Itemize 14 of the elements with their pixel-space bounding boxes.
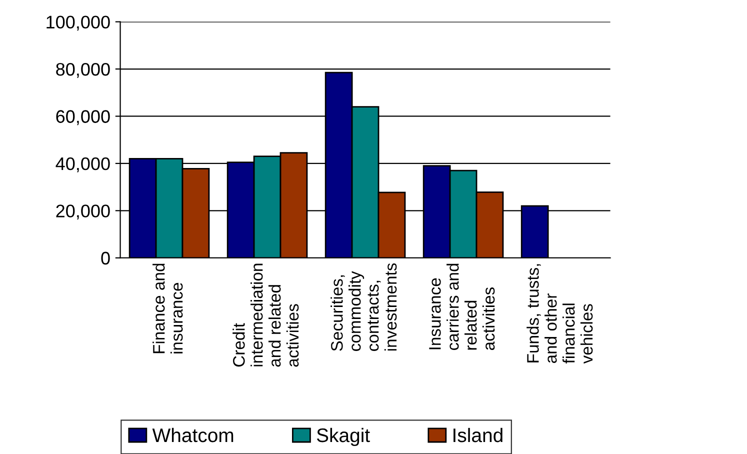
y-tick-label: 0 [101, 252, 110, 265]
x-tick-label: Securities, commodity contracts, investments [330, 263, 397, 351]
legend-label: Island [454, 428, 502, 442]
y-tick-label: 40,000 [56, 157, 110, 172]
y-tick-label: 80,000 [56, 62, 110, 78]
x-tick-label: Credit intermediation and related activities [232, 264, 299, 367]
y-tick-label: 100,000 [46, 16, 110, 31]
y-tick-label: 20,000 [56, 204, 110, 220]
x-tick-label: Insurance carriers and related activities [429, 264, 495, 350]
x-tick-label: Finance and insurance [152, 264, 183, 354]
legend-label: Whatcom [152, 428, 234, 442]
x-tick-label: Funds, trusts, and other financial vehicles [526, 264, 593, 364]
legend-label: Skagit [316, 428, 370, 446]
y-tick-label: 60,000 [56, 110, 110, 126]
